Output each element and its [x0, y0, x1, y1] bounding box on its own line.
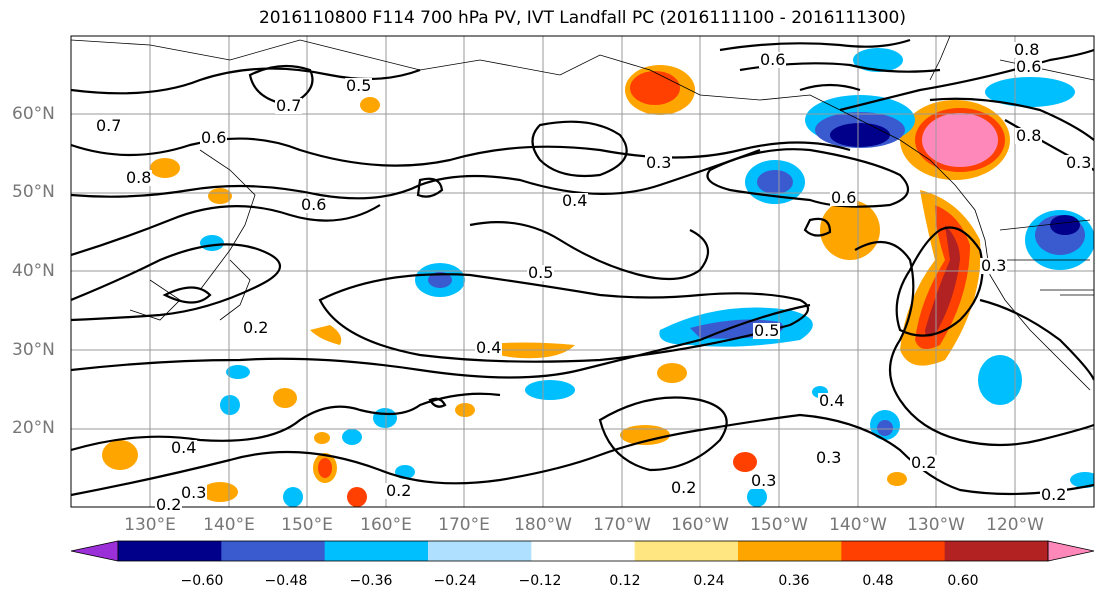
contour-label: 0.2	[910, 453, 938, 472]
contour-label: 0.3	[180, 483, 208, 502]
contour-label: 0.3	[815, 448, 843, 467]
colorbar-segment	[944, 541, 1049, 561]
lon-label-120w: 120°W	[986, 515, 1044, 535]
colorbar-segment	[738, 541, 842, 561]
colorbar-segment	[221, 541, 326, 561]
contour-label: 0.2	[155, 495, 183, 514]
colorbar-tick: −0.12	[518, 573, 562, 589]
lat-label-50: 50°N	[12, 182, 55, 202]
lon-label-150w: 150°W	[750, 515, 808, 535]
lon-label-160e: 160°E	[360, 515, 412, 535]
colorbar-tick: 0.36	[778, 573, 810, 589]
colorbar-segment	[118, 541, 222, 561]
colorbar-tick: 0.12	[609, 573, 641, 589]
colorbar-segment	[531, 541, 636, 561]
colorbar-max-arrow	[1047, 540, 1095, 562]
colorbar-tick: 0.60	[947, 573, 979, 589]
coastlines	[71, 36, 1094, 391]
contour-label: 0.3	[645, 153, 673, 172]
contour-label: 0.7	[95, 116, 123, 135]
lon-label-160w: 160°W	[671, 515, 729, 535]
contour-label: 0.6	[759, 50, 787, 69]
lat-label-30: 30°N	[12, 340, 55, 360]
colorbar-border	[117, 540, 1049, 562]
colorbar-tick: −0.48	[264, 573, 308, 589]
contour-label: 0.2	[242, 318, 270, 337]
colorbar-min-arrow	[70, 540, 119, 562]
contour-label: 0.6	[1015, 57, 1043, 76]
colorbar-segment	[841, 541, 946, 561]
colorbar-tick: 0.48	[862, 573, 894, 589]
contour-label: 0.3	[1065, 153, 1093, 172]
colorbar-tick: −0.60	[180, 573, 224, 589]
lon-label-130w: 130°W	[907, 515, 965, 535]
colorbar-tick: −0.24	[433, 573, 477, 589]
lon-label-130e: 130°E	[124, 515, 176, 535]
contour-label: 0.4	[818, 391, 846, 410]
map-title: 2016110800 F114 700 hPa PV, IVT Landfall…	[258, 8, 906, 28]
contour-label: 0.4	[561, 191, 589, 210]
colorbar-segment	[428, 541, 532, 561]
contour-label: 0.7	[275, 96, 303, 115]
anomaly-shading	[102, 48, 1094, 507]
lon-label-150e: 150°E	[281, 515, 333, 535]
lat-label-60: 60°N	[12, 104, 55, 124]
colorbar-tick: −0.36	[349, 573, 393, 589]
lon-label-140w: 140°W	[829, 515, 887, 535]
contour-label: 0.3	[980, 256, 1008, 275]
contour-label: 0.5	[753, 321, 781, 340]
lon-label-170e: 170°E	[438, 515, 490, 535]
contour-label: 0.4	[475, 338, 503, 357]
contour-label: 0.5	[345, 76, 373, 95]
contour-label: 0.8	[1013, 40, 1041, 59]
contour-label: 0.2	[1040, 485, 1068, 504]
colorbar	[70, 540, 1095, 562]
colorbar-tick: 0.24	[693, 573, 725, 589]
contour-label: 0.6	[300, 195, 328, 214]
contour-label: 0.4	[170, 438, 198, 457]
lon-label-170w: 170°W	[593, 515, 651, 535]
lon-label-180w: 180°W	[514, 515, 572, 535]
contour-label: 0.6	[830, 188, 858, 207]
contour-label: 0.6	[200, 128, 228, 147]
contour-label: 0.2	[385, 481, 413, 500]
contour-label: 0.2	[670, 478, 698, 497]
lat-label-20: 20°N	[12, 418, 55, 438]
colorbar-segment	[324, 541, 429, 561]
contour-label: 0.3	[750, 471, 778, 490]
contour-label: 0.5	[527, 263, 555, 282]
contour-label: 0.8	[1015, 126, 1043, 145]
contour-label: 0.8	[125, 168, 153, 187]
lon-label-140e: 140°E	[203, 515, 255, 535]
colorbar-segment	[634, 541, 739, 561]
lat-label-40: 40°N	[12, 261, 55, 281]
